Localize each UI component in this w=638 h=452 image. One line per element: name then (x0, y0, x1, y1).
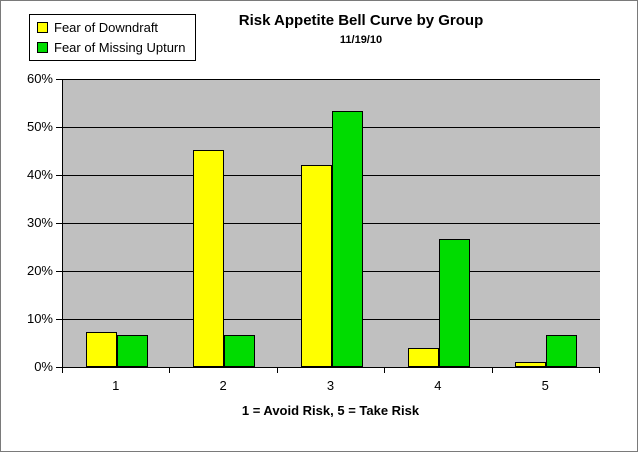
x-axis-title: 1 = Avoid Risk, 5 = Take Risk (241, 403, 420, 418)
x-tick-mark (384, 368, 386, 373)
bar-series-1-cat-4 (407, 347, 439, 367)
x-tick-mark (276, 368, 278, 373)
y-tick-mark (56, 271, 62, 272)
chart-title: Risk Appetite Bell Curve by Group (238, 12, 484, 29)
bar-series-2-cat-5 (546, 334, 578, 367)
legend-swatch (37, 22, 48, 33)
x-tick-mark (169, 368, 171, 373)
x-tick-mark (599, 368, 600, 373)
y-tick-label: 0% (34, 359, 53, 374)
bar-series-2-cat-3 (331, 111, 363, 367)
x-tick-label: 5 (541, 378, 549, 393)
y-tick-mark (56, 79, 62, 80)
legend: Fear of Downdraft Fear of Missing Upturn (29, 14, 196, 61)
bar-series-1-cat-1 (85, 332, 117, 367)
y-tick-label: 50% (26, 119, 53, 134)
legend-label: Fear of Missing Upturn (54, 40, 186, 55)
y-tick-mark (56, 175, 62, 176)
bar-series-1-cat-5 (515, 362, 547, 367)
y-tick-label: 30% (26, 215, 53, 230)
bar-series-2-cat-4 (438, 238, 470, 367)
x-tick-label: 2 (219, 378, 227, 393)
gridline (63, 79, 600, 80)
x-tick-label: 4 (434, 378, 442, 393)
x-tick-mark (491, 368, 493, 373)
y-tick-mark (56, 367, 62, 368)
y-tick-label: 10% (26, 311, 53, 326)
y-tick-label: 60% (26, 71, 53, 86)
legend-label: Fear of Downdraft (54, 20, 159, 35)
bar-series-1-cat-2 (193, 150, 225, 367)
y-tick-label: 20% (26, 263, 53, 278)
bar-series-2-cat-1 (116, 334, 148, 367)
bar-series-2-cat-2 (224, 334, 256, 367)
legend-item-missing-upturn: Fear of Missing Upturn (37, 40, 186, 55)
bar-series-1-cat-3 (300, 164, 332, 367)
x-tick-label: 1 (112, 378, 120, 393)
x-tick-mark (62, 368, 63, 373)
chart-subtitle: 11/19/10 (339, 34, 383, 46)
legend-swatch (37, 42, 48, 53)
plot-area (62, 79, 600, 368)
y-tick-label: 40% (26, 167, 53, 182)
x-tick-label: 3 (326, 378, 335, 393)
y-tick-mark (56, 223, 62, 224)
y-tick-mark (56, 127, 62, 128)
legend-item-downdraft: Fear of Downdraft (37, 20, 186, 35)
y-tick-mark (56, 319, 62, 320)
